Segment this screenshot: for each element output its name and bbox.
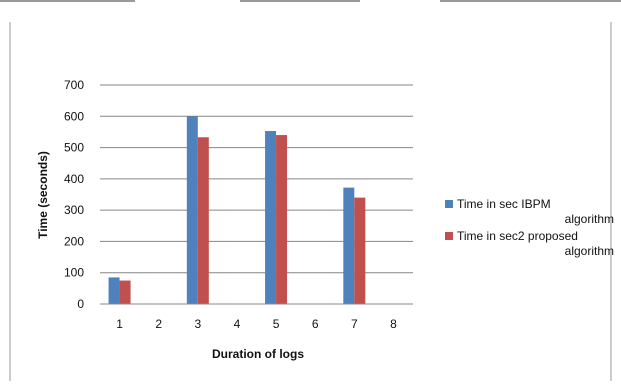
y-tick-label: 100 — [64, 266, 84, 280]
y-tick-label: 400 — [64, 172, 84, 186]
x-tick-label: 4 — [234, 317, 241, 331]
x-axis-label: Duration of logs — [212, 347, 304, 361]
legend-swatch — [445, 200, 453, 208]
y-axis-label: Time (seconds) — [36, 151, 50, 239]
bar-proposed-5 — [276, 135, 288, 304]
bar-proposed-1 — [119, 280, 131, 304]
gridlines — [100, 84, 413, 274]
y-tick-label: 200 — [64, 234, 84, 248]
y-tick-label: 700 — [64, 78, 84, 92]
bar-ibpm-1 — [108, 277, 120, 304]
y-axis-ticks: 0 100 200 300 400 500 600 700 — [64, 78, 84, 311]
y-tick-label: 300 — [64, 203, 84, 217]
x-tick-label: 1 — [116, 317, 123, 331]
legend-label: Time in sec IBPM — [457, 197, 551, 211]
legend-label: Time in sec2 proposed — [457, 229, 578, 243]
x-tick-label: 2 — [155, 317, 162, 331]
bars — [108, 116, 366, 305]
x-tick-label: 3 — [194, 317, 201, 331]
legend-label: algorithm — [565, 244, 614, 258]
bar-ibpm-5 — [265, 130, 277, 304]
bar-ibpm-3 — [186, 116, 198, 305]
legend-swatch — [445, 232, 453, 240]
x-tick-label: 6 — [312, 317, 319, 331]
y-tick-label: 500 — [64, 141, 84, 155]
y-tick-label: 0 — [77, 297, 84, 311]
legend-label: algorithm — [565, 212, 614, 226]
bar-ibpm-7 — [343, 187, 355, 304]
y-tick-label: 600 — [64, 109, 84, 123]
x-tick-label: 5 — [273, 317, 280, 331]
x-tick-label: 8 — [390, 317, 397, 331]
bar-proposed-3 — [197, 137, 209, 304]
x-tick-label: 7 — [351, 317, 358, 331]
x-axis-ticks: 1 2 3 4 5 6 7 8 — [116, 317, 397, 331]
bar-proposed-7 — [354, 197, 366, 304]
